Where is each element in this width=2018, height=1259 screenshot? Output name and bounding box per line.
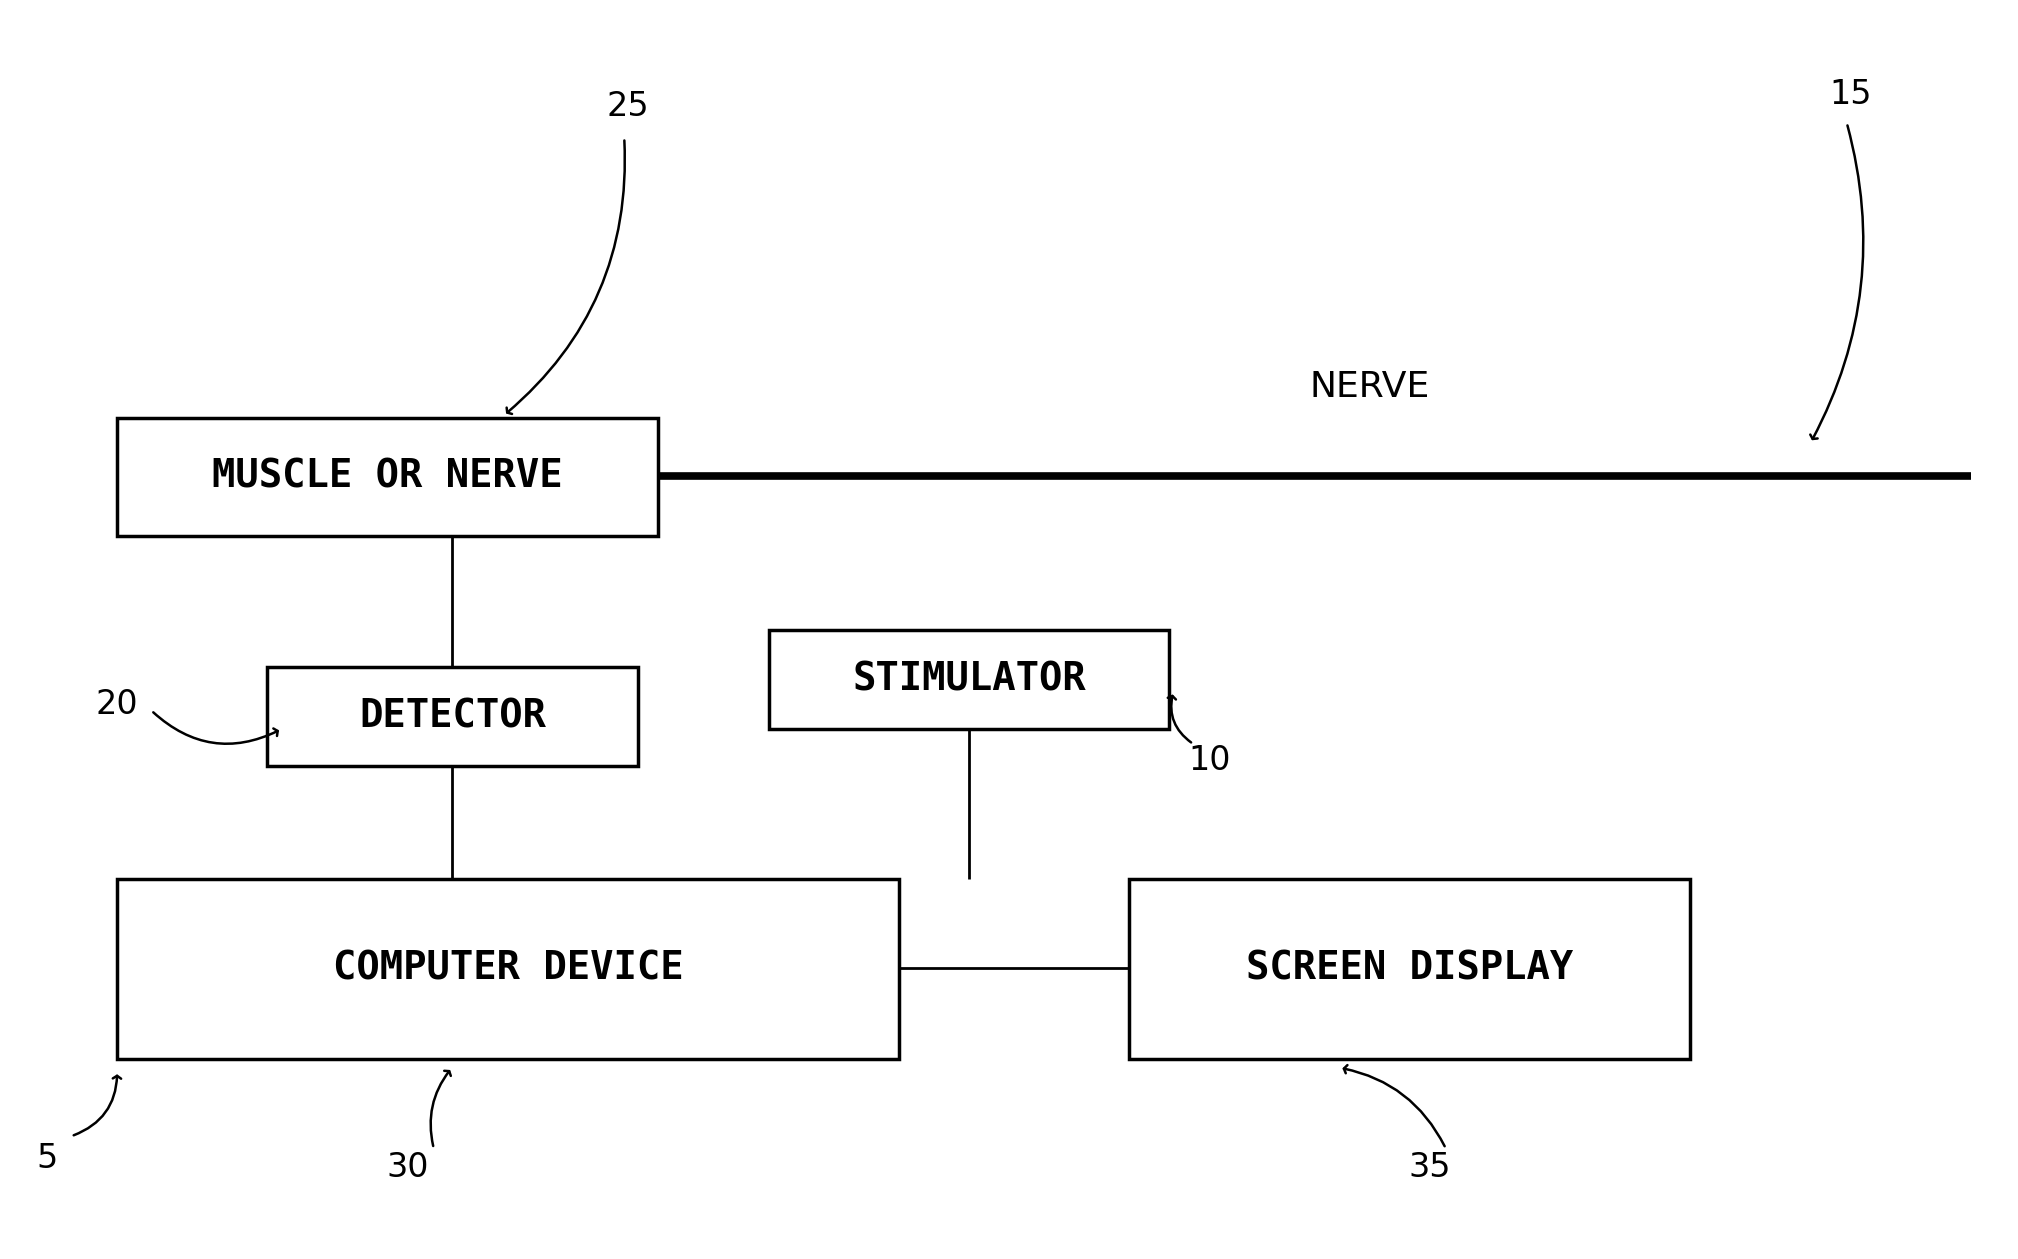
Text: DETECTOR: DETECTOR <box>359 697 547 735</box>
Text: SCREEN DISPLAY: SCREEN DISPLAY <box>1247 949 1574 988</box>
Text: 25: 25 <box>607 91 650 123</box>
FancyBboxPatch shape <box>117 879 898 1059</box>
FancyBboxPatch shape <box>769 630 1168 729</box>
Text: 10: 10 <box>1189 744 1231 777</box>
FancyBboxPatch shape <box>1130 879 1691 1059</box>
Text: 35: 35 <box>1409 1151 1451 1183</box>
Text: 30: 30 <box>387 1151 430 1183</box>
Text: COMPUTER DEVICE: COMPUTER DEVICE <box>333 949 684 988</box>
Text: 15: 15 <box>1830 78 1873 111</box>
Text: MUSCLE OR NERVE: MUSCLE OR NERVE <box>212 458 563 496</box>
Text: NERVE: NERVE <box>1310 370 1431 404</box>
Text: 20: 20 <box>97 687 139 720</box>
FancyBboxPatch shape <box>268 667 638 767</box>
FancyBboxPatch shape <box>117 418 658 536</box>
Text: 5: 5 <box>36 1142 59 1175</box>
Text: STIMULATOR: STIMULATOR <box>852 660 1086 699</box>
